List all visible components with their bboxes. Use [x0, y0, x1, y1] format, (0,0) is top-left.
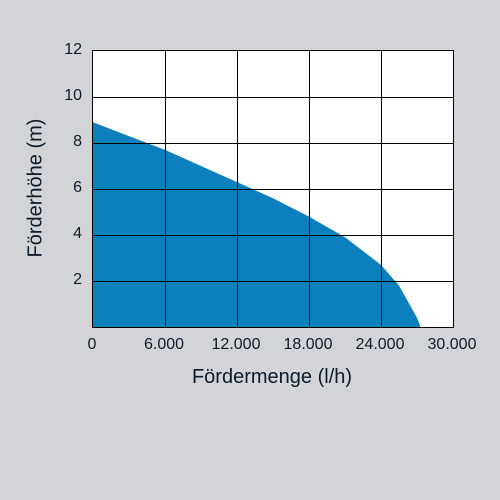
y-tick-label: 12 [54, 41, 82, 59]
grid-line-h [93, 143, 453, 144]
x-tick-label: 6.000 [144, 336, 184, 354]
x-tick-label: 30.000 [428, 336, 477, 354]
y-tick-label: 10 [54, 87, 82, 105]
y-tick-label: 8 [54, 133, 82, 151]
x-tick-label: 18.000 [284, 336, 333, 354]
chart-container: Förderhöhe (m) Fördermenge (l/h) 0 6.000 1… [0, 0, 500, 500]
y-tick-label: 4 [54, 225, 82, 243]
x-tick-label: 12.000 [212, 336, 261, 354]
grid-line-h [93, 235, 453, 236]
grid-line-h [93, 97, 453, 98]
y-tick-label: 6 [54, 179, 82, 197]
x-axis-label: Fördermenge (l/h) [192, 366, 352, 389]
grid-line-h [93, 189, 453, 190]
y-axis-label: Förderhöhe (m) [25, 119, 48, 258]
grid-line-h [93, 281, 453, 282]
x-tick-label: 0 [88, 336, 97, 354]
y-tick-label: 2 [54, 271, 82, 289]
curve-area [93, 122, 421, 327]
x-tick-label: 24.000 [356, 336, 405, 354]
plot-area [92, 50, 454, 328]
